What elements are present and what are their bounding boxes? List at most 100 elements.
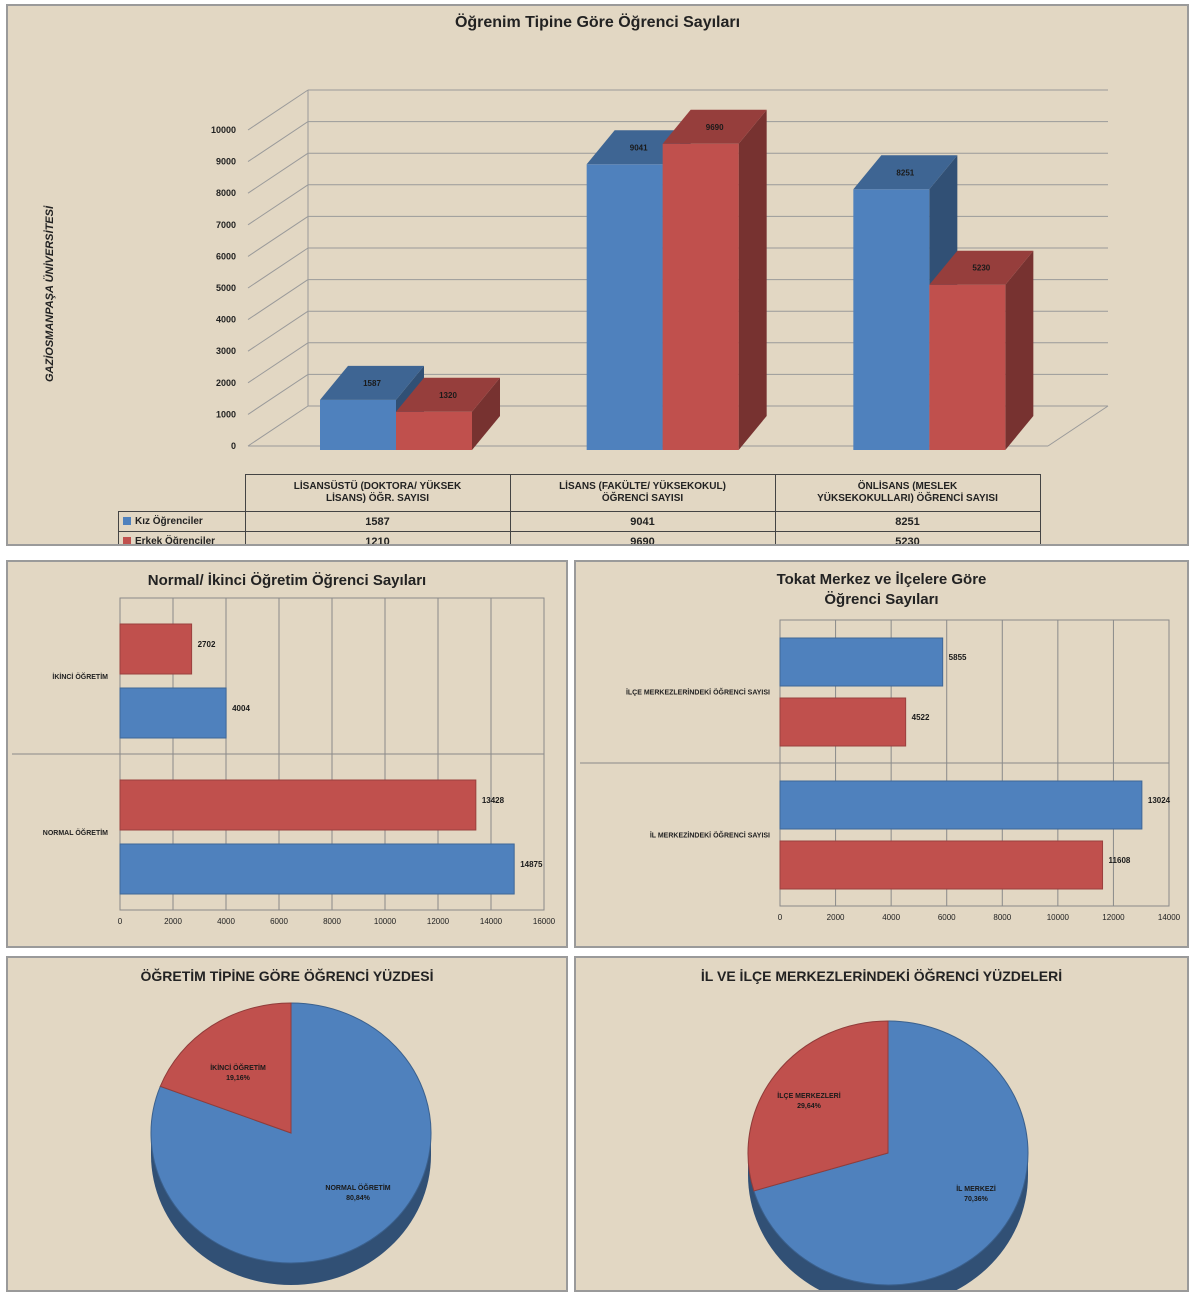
y-tick-label: 4000: [216, 315, 236, 325]
y-tick-label: 3000: [216, 346, 236, 356]
chart-title: Tokat Merkez ve İlçelere Göre Öğrenci Sa…: [776, 571, 987, 608]
x-tick-label: 6000: [938, 913, 956, 922]
hbar-chart: 0 2000 4000 6000 8000 10000 12000 14000 İLÇE MER…: [580, 619, 1181, 922]
data-label: 14875: [520, 860, 543, 869]
y-tick-label: 7000: [216, 220, 236, 230]
gridline: [247, 247, 309, 289]
x-tick-label: 2000: [827, 913, 845, 922]
floor-edge: [1047, 405, 1109, 447]
slice-label: İL MERKEZİ: [956, 1185, 996, 1193]
y-tick-label: 10000: [211, 125, 236, 135]
gridline: [247, 152, 309, 194]
slice-percent: 29,64%: [797, 1103, 822, 1110]
gridline: [247, 405, 309, 447]
pie-slice: [753, 1020, 1029, 1286]
data-label: 8251: [896, 168, 914, 177]
gridline: [247, 89, 309, 131]
chart-panel-normal-second: Normal/ İkinci Öğretim Öğrenci Sayıları …: [6, 560, 568, 948]
legend-kiz: Kız Öğrenciler: [118, 511, 246, 532]
data-label: 4522: [912, 713, 930, 722]
bar-top: [320, 365, 424, 400]
y-tick-label: 6000: [216, 251, 236, 261]
bar: [779, 697, 907, 747]
chart-panel-education-type: Öğrenim Tipine Göre Öğrenci Sayıları GAZ…: [6, 4, 1189, 546]
chart-panel-city-districts: Tokat Merkez ve İlçelere Göre Öğrenci Sa…: [574, 560, 1189, 948]
pie-slice: [747, 1020, 889, 1192]
slice-percent: 80,84%: [346, 1195, 371, 1202]
data-label: 4004: [232, 704, 250, 713]
y-tick-label: 0: [231, 441, 236, 451]
table-cell: 1210: [244, 531, 511, 544]
bar-side: [738, 109, 767, 451]
table-row: Erkek Öğrenciler 1210 9690 5230: [118, 531, 1041, 544]
category-label: İL MERKEZİNDEKİ ÖĞRENCİ SAYISI: [650, 831, 770, 840]
x-tick-label: 6000: [270, 917, 288, 926]
data-label: 5855: [949, 653, 967, 662]
gridline: [247, 215, 309, 257]
table-cell: 8251: [774, 511, 1041, 532]
data-label: 2702: [198, 640, 216, 649]
y-tick-label: 8000: [216, 188, 236, 198]
data-label: 9041: [630, 143, 648, 152]
slice-label: NORMAL ÖĞRETİM: [325, 1183, 390, 1192]
pie-slice: [159, 1002, 292, 1134]
chart-title: ÖĞRETİM TİPİNE GÖRE ÖĞRENCİ YÜZDESİ: [140, 968, 434, 984]
chart-title: İL VE İLÇE MERKEZLERİNDEKİ ÖĞRENCİ YÜZDE…: [700, 968, 1063, 984]
data-label: 1587: [363, 379, 381, 388]
y-tick-label: 9000: [216, 157, 236, 167]
data-label: 1320: [439, 391, 457, 400]
gridline: [247, 310, 309, 352]
bar: [779, 780, 1143, 830]
x-tick-label: 4000: [217, 917, 235, 926]
bar-top: [662, 109, 767, 144]
pie-chart: NORMAL ÖĞRETİM 80,84% İKİNCİ ÖĞRETİM 19,16%: [150, 1002, 432, 1285]
category-label: NORMAL ÖĞRETİM: [43, 828, 108, 837]
table-cell: 9041: [509, 511, 776, 532]
slice-percent: 19,16%: [226, 1075, 251, 1082]
bar: [119, 779, 477, 831]
y-tick-label: 5000: [216, 283, 236, 293]
gridline: [247, 121, 309, 163]
table-row: Kız Öğrenciler 1587 9041 8251: [118, 511, 1041, 532]
x-tick-label: 12000: [1102, 913, 1125, 922]
legend-erkek: Erkek Öğrenciler: [118, 531, 246, 544]
x-tick-label: 14000: [1158, 913, 1181, 922]
bar-side: [472, 377, 500, 450]
x-tick-label: 12000: [427, 917, 450, 926]
category-label: İKİNCİ ÖĞRETİM: [52, 672, 108, 681]
x-tick-label: 2000: [164, 917, 182, 926]
bar: [396, 411, 472, 450]
table-header-cell: LİSANS (FAKÜLTE/ YÜKSEKOKUL) ÖĞRENCİ SAYI…: [509, 474, 776, 512]
data-label: 13024: [1148, 796, 1171, 805]
x-tick-label: 8000: [993, 913, 1011, 922]
bar: [586, 164, 663, 451]
table-cell: 1587: [244, 511, 511, 532]
x-tick-label: 4000: [882, 913, 900, 922]
bar: [119, 687, 227, 739]
table-header-cell: ÖNLİSANS (MESLEK YÜKSEKOKULLARI) ÖĞRENCİ …: [774, 474, 1041, 512]
x-tick-label: 0: [778, 913, 783, 922]
x-tick-label: 0: [118, 917, 123, 926]
data-label: 13428: [482, 796, 505, 805]
table-header-cell: LİSANSÜSTÜ (DOKTORA/ YÜKSEK LİSANS) ÖĞR. …: [244, 474, 511, 512]
data-label: 11608: [1109, 856, 1131, 865]
bar: [119, 843, 515, 895]
y-tick-label: 1000: [216, 409, 236, 419]
bar: [779, 637, 944, 687]
slice-label: İLÇE MERKEZLERİ: [777, 1092, 840, 1100]
bar: [320, 399, 396, 450]
table-cell: 9690: [509, 531, 776, 544]
chart-title: Öğrenim Tipine Göre Öğrenci Sayıları: [454, 14, 741, 31]
bar: [119, 623, 193, 675]
x-tick-label: 14000: [480, 917, 503, 926]
bar-top: [396, 377, 500, 412]
bar: [929, 284, 1006, 450]
bar-top: [853, 155, 958, 190]
gridline: [247, 373, 309, 415]
slice-percent: 70,36%: [964, 1196, 989, 1203]
bar-side: [1005, 250, 1034, 450]
pie-chart: İL MERKEZİ 70,36% İLÇE MERKEZLERİ 29,64%: [747, 1020, 1029, 1290]
x-tick-label: 10000: [374, 917, 397, 926]
gridline: [247, 279, 309, 321]
data-table: LİSANSÜSTÜ (DOKTORA/ YÜKSEK LİSANS) ÖĞR. …: [118, 474, 1041, 544]
